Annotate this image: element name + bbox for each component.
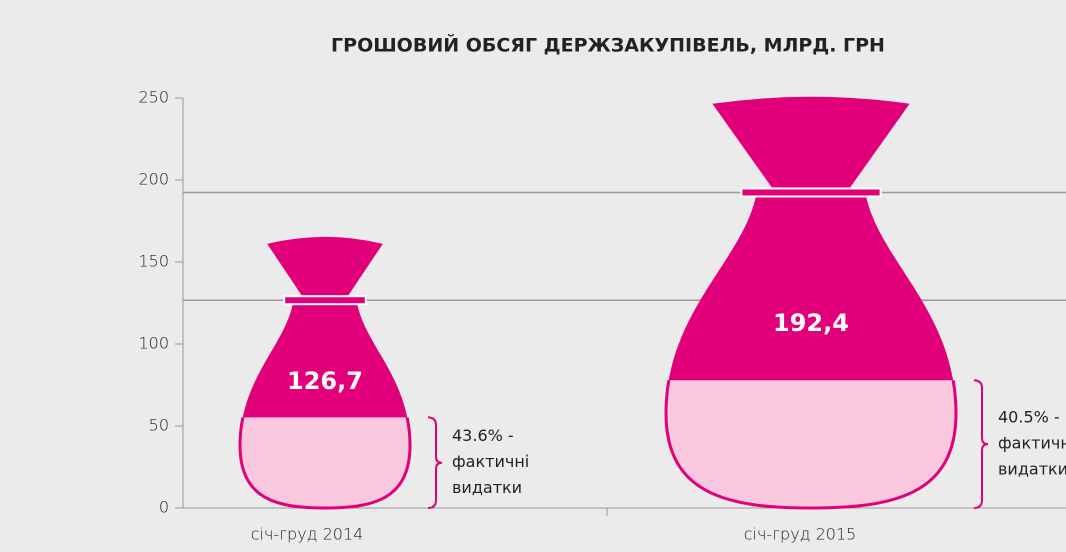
bag-tie — [284, 296, 366, 304]
y-tick-label: 150 — [138, 252, 169, 271]
share-label: 40.5% - — [998, 408, 1060, 427]
y-tick-label: 100 — [138, 334, 169, 353]
share-note: фактичні — [998, 434, 1066, 453]
share-note: видатки — [452, 478, 522, 497]
y-tick-label: 250 — [138, 88, 169, 107]
x-tick-label: січ-груд 2015 — [744, 525, 857, 544]
value-label: 126,7 — [287, 367, 363, 395]
bag-tie — [741, 188, 880, 196]
value-label: 192,4 — [773, 309, 849, 337]
x-tick-label: січ-груд 2014 — [251, 525, 364, 544]
y-tick-label: 0 — [159, 498, 169, 517]
share-note: видатки — [998, 460, 1066, 479]
y-tick-label: 50 — [149, 416, 169, 435]
y-tick-label: 200 — [138, 170, 169, 189]
share-note: фактичні — [452, 452, 529, 471]
chart: ГРОШОВИЙ ОБСЯГ ДЕРЖЗАКУПІВЕЛЬ, МЛРД. ГРН… — [0, 0, 1066, 552]
share-label: 43.6% - — [452, 426, 514, 445]
chart-title: ГРОШОВИЙ ОБСЯГ ДЕРЖЗАКУПІВЕЛЬ, МЛРД. ГРН — [331, 34, 885, 57]
